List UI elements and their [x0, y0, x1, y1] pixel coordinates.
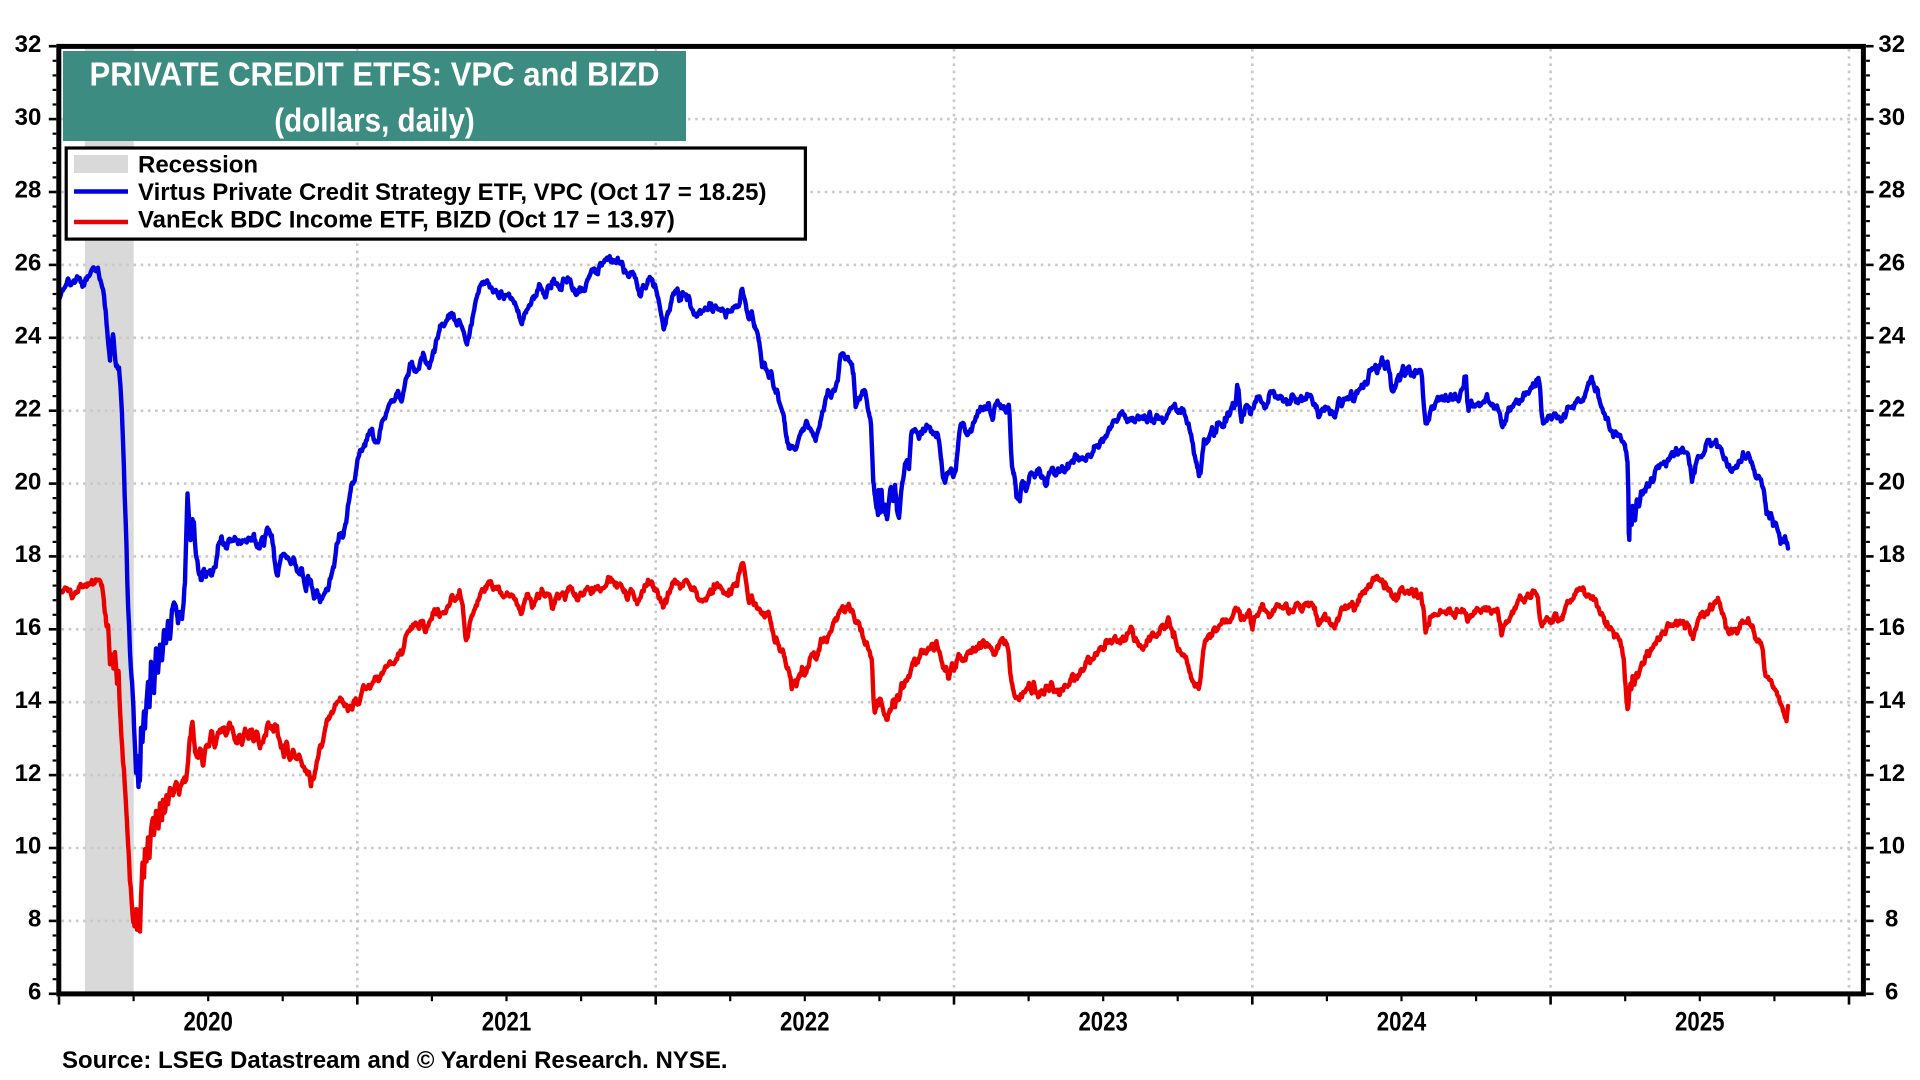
- svg-text:16: 16: [1878, 614, 1905, 641]
- svg-text:26: 26: [1878, 250, 1905, 277]
- svg-text:8: 8: [28, 906, 41, 933]
- svg-text:Recession: Recession: [138, 152, 258, 179]
- svg-text:22: 22: [15, 395, 42, 422]
- svg-text:18: 18: [15, 541, 42, 568]
- svg-text:2022: 2022: [780, 1006, 830, 1036]
- svg-text:14: 14: [15, 687, 42, 714]
- svg-text:Virtus Private Credit Strategy: Virtus Private Credit Strategy ETF, VPC …: [138, 179, 766, 206]
- svg-text:6: 6: [1885, 979, 1898, 1006]
- svg-text:24: 24: [1878, 323, 1905, 350]
- svg-text:12: 12: [15, 760, 42, 787]
- svg-text:2025: 2025: [1675, 1006, 1725, 1036]
- svg-text:10: 10: [1878, 833, 1905, 860]
- svg-text:20: 20: [15, 468, 42, 495]
- svg-text:VanEck BDC Income ETF, BIZD (O: VanEck BDC Income ETF, BIZD (Oct 17 = 13…: [138, 206, 675, 233]
- svg-text:12: 12: [1878, 760, 1905, 787]
- svg-text:14: 14: [1878, 687, 1905, 714]
- svg-text:8: 8: [1885, 906, 1898, 933]
- svg-text:Source: LSEG Datastream and ©: Source: LSEG Datastream and © Yardeni Re…: [62, 1047, 728, 1074]
- svg-text:30: 30: [1878, 104, 1905, 131]
- svg-text:2023: 2023: [1078, 1006, 1128, 1036]
- svg-text:22: 22: [1878, 395, 1905, 422]
- svg-text:(dollars, daily): (dollars, daily): [274, 102, 475, 139]
- svg-text:2021: 2021: [482, 1006, 532, 1036]
- svg-text:24: 24: [15, 323, 42, 350]
- svg-text:28: 28: [15, 177, 42, 204]
- svg-text:2024: 2024: [1377, 1006, 1427, 1036]
- svg-text:6: 6: [28, 979, 41, 1006]
- svg-text:18: 18: [1878, 541, 1905, 568]
- svg-text:32: 32: [1878, 31, 1905, 58]
- svg-text:20: 20: [1878, 468, 1905, 495]
- svg-text:PRIVATE CREDIT ETFS: VPC and B: PRIVATE CREDIT ETFS: VPC and BIZD: [90, 57, 660, 94]
- svg-text:2020: 2020: [183, 1006, 233, 1036]
- svg-text:30: 30: [15, 104, 42, 131]
- svg-text:10: 10: [15, 833, 42, 860]
- svg-text:26: 26: [15, 250, 42, 277]
- svg-text:16: 16: [15, 614, 42, 641]
- svg-text:32: 32: [15, 31, 42, 58]
- svg-text:28: 28: [1878, 177, 1905, 204]
